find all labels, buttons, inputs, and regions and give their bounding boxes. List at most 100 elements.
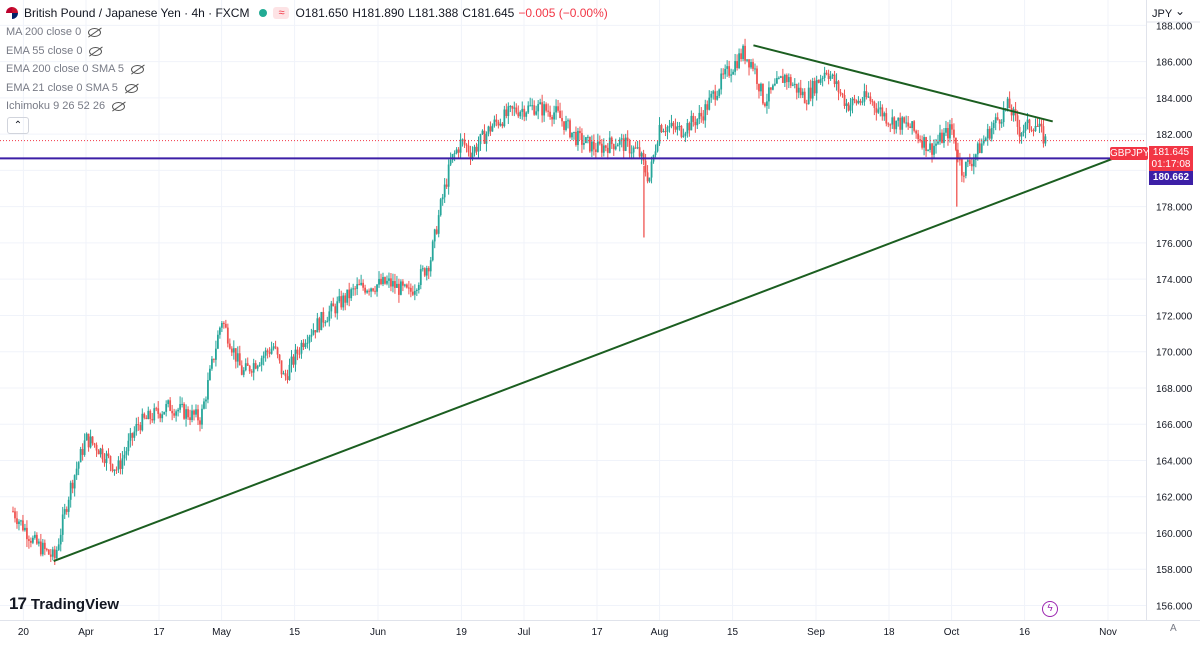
candle-body (935, 143, 937, 146)
candle-body (177, 409, 180, 412)
candle-body (618, 139, 621, 145)
candle-body (296, 349, 299, 354)
y-tick-label: 174.000 (1156, 275, 1193, 286)
candle-body (809, 87, 812, 99)
candle-body (885, 113, 888, 124)
eye-hidden-icon[interactable] (89, 46, 103, 56)
eye-hidden-icon[interactable] (88, 27, 102, 37)
lightning-icon[interactable]: ϟ (1042, 601, 1058, 617)
candle-body (161, 414, 164, 419)
y-tick-label: 178.000 (1156, 203, 1193, 214)
candle-body (648, 177, 651, 182)
eye-hidden-icon[interactable] (112, 101, 126, 111)
candle-body (602, 145, 605, 153)
candle-body (203, 401, 205, 409)
candle-body (157, 408, 160, 414)
candle-body (976, 143, 979, 155)
candle-body (465, 144, 468, 146)
candle-body (531, 105, 534, 107)
candle-body (859, 100, 862, 103)
candle-body (69, 482, 72, 500)
low-value: L181.388 (408, 6, 459, 20)
candle-body (744, 45, 746, 61)
candle-body (421, 268, 424, 270)
candle-body (141, 413, 144, 431)
candle-body (879, 107, 882, 110)
candle-body (783, 74, 786, 83)
candle-body (588, 136, 591, 152)
candle-body (248, 365, 251, 372)
trendline-layer[interactable] (0, 44, 1146, 563)
candle-body (632, 147, 635, 153)
candle-body (111, 464, 114, 471)
candle-body (105, 453, 108, 464)
candle-body (660, 125, 663, 132)
candle-body (612, 144, 615, 150)
collapse-legend-button[interactable]: ⌃ (7, 117, 29, 134)
candle-body (290, 356, 293, 365)
candle-body (35, 534, 38, 544)
candle-body (407, 287, 410, 289)
candle-body (551, 116, 553, 120)
candle-body (724, 68, 727, 75)
candle-body (413, 290, 416, 295)
candle-body (815, 79, 818, 94)
candle-body (1008, 98, 1011, 109)
candle-body (1038, 123, 1041, 127)
candle-body (346, 289, 349, 303)
tradingview-logo[interactable]: 17 TradingView (9, 594, 119, 614)
candle-body (708, 97, 711, 110)
candle-body (304, 343, 307, 347)
candle-body (274, 346, 277, 348)
candle-body (366, 290, 368, 293)
candle-body (881, 107, 884, 117)
candle-body (509, 106, 512, 108)
price-axis[interactable]: 156.000 158.000 160.000 162.000 164.000 166.0… (1146, 0, 1200, 651)
candle-body (1040, 123, 1043, 127)
candle-body (873, 101, 876, 108)
candle-body (773, 83, 776, 86)
candle-body (59, 534, 62, 545)
candle-body (457, 149, 460, 153)
candle-body (670, 122, 673, 127)
time-axis[interactable]: 20 Apr 17 May 15 Jun 19 Jul 17 Aug 15 Sep 18 Oct 16 Nov (0, 620, 1200, 639)
candle-body (348, 289, 351, 299)
indicator-ema200[interactable]: EMA 200 close 0 SMA 5 (6, 63, 145, 75)
market-status-icon[interactable] (259, 9, 268, 17)
candle-body (678, 125, 681, 127)
eye-hidden-icon[interactable] (124, 83, 138, 93)
indicator-ema21[interactable]: EMA 21 close 0 SMA 5 (6, 82, 138, 94)
candle-body (159, 413, 162, 419)
candle-body (55, 549, 58, 559)
candle-body (1042, 126, 1045, 144)
candle-body (388, 278, 390, 281)
candle-body (901, 117, 904, 130)
candle-body (887, 123, 890, 125)
indicator-ma200[interactable]: MA 200 close 0 (6, 26, 102, 38)
auto-scale-button[interactable]: A (1170, 623, 1177, 634)
candle-body (318, 318, 321, 331)
candle-body (308, 336, 311, 343)
candle-body (469, 152, 472, 158)
candle-body (43, 542, 46, 549)
candle-body (354, 288, 357, 290)
wave-icon[interactable]: ≈ (273, 7, 290, 19)
currency-select[interactable]: JPY (1148, 2, 1190, 23)
indicator-ichimoku[interactable]: Ichimoku 9 26 52 26 (6, 100, 126, 112)
indicator-ema55[interactable]: EMA 55 close 0 (6, 45, 103, 57)
candle-body (893, 117, 896, 130)
candle-body (364, 287, 366, 293)
y-tick-label: 156.000 (1156, 601, 1193, 612)
eye-hidden-icon[interactable] (131, 64, 145, 74)
symbol-title[interactable]: British Pound / Japanese Yen · 4h · FXCM (24, 6, 250, 20)
candle-body (270, 348, 273, 354)
candle-body (863, 91, 866, 102)
candle-body (947, 128, 949, 139)
candle-body (638, 147, 641, 157)
candle-body (923, 137, 925, 148)
candle-body (97, 450, 100, 455)
candle-body (1006, 98, 1009, 109)
candle-body (684, 133, 687, 136)
candle-body (779, 76, 782, 78)
